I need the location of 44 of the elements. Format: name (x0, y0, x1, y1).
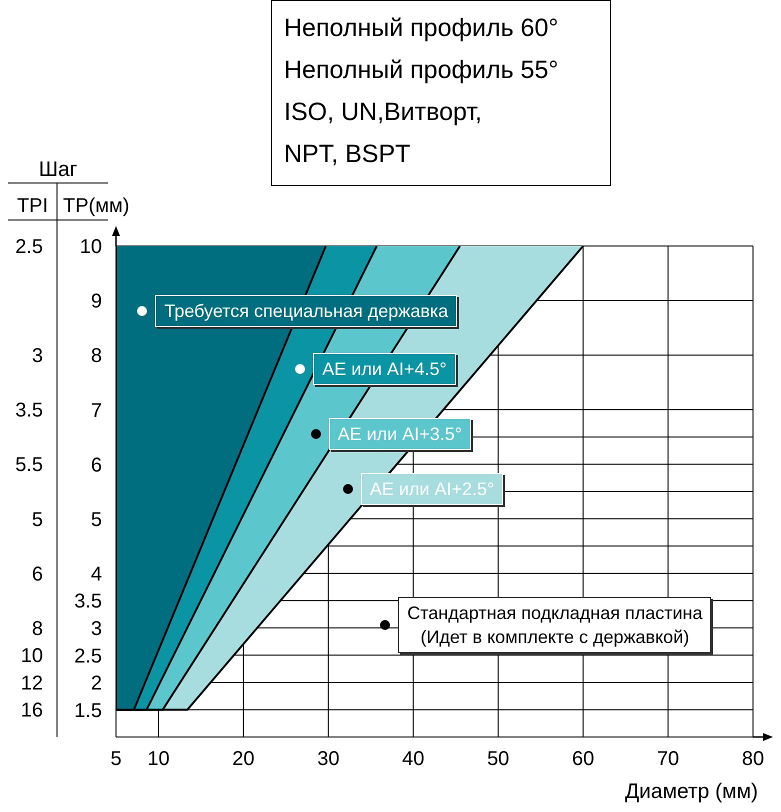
annotation: AE или AI+4.5° (313, 352, 456, 385)
x-tick-label: 80 (742, 748, 764, 770)
chart-title: Шаг (38, 158, 78, 181)
annotation: AE или AI+2.5° (360, 472, 504, 505)
y2-axis-title: TPI (16, 195, 48, 217)
y-axis-title: TP(мм) (63, 195, 130, 217)
category-label: 10 (20, 645, 43, 668)
category-label: 16 (20, 700, 43, 722)
category-label: 8 (32, 618, 43, 640)
y-tick-label: 2.5 (74, 645, 102, 668)
x-tick-label: 30 (317, 748, 340, 770)
x-tick-label: 50 (487, 748, 510, 770)
text: Неполный профиль 60° (284, 13, 560, 44)
category-label: 3.5 (15, 400, 43, 422)
y-tick-label: 5 (90, 508, 102, 531)
y-tick-label: 2 (90, 672, 102, 695)
x-tick-label: 5 (110, 748, 122, 770)
category-label: 2.5 (15, 236, 43, 258)
y-tick-label: 1.5 (74, 700, 102, 722)
y-tick-label: 8 (90, 345, 102, 368)
y-tick-label: 9 (90, 290, 102, 313)
x-axis-title: Диаметр (мм) (624, 780, 758, 803)
y-tick-label: 6 (90, 454, 102, 476)
x-tick-label: 10 (147, 748, 170, 770)
x-tick-label: 40 (402, 748, 424, 770)
text: NPT, BSPT (284, 139, 412, 170)
y-tick-label: 4 (90, 563, 102, 586)
x-tick-label: 20 (232, 748, 255, 770)
y-tick-label: 3 (90, 618, 102, 640)
category-label: 6 (32, 563, 43, 586)
category-label: 5 (32, 508, 43, 531)
annotation: Требуется специальная державка (155, 295, 458, 328)
category-label: 12 (20, 672, 43, 694)
text: Неполный профиль 55° (284, 55, 560, 86)
y-tick-label: 10 (80, 236, 102, 258)
text: ISO, UN,Витворт, (284, 97, 483, 128)
annotation: Стандартная подкладная пластина (Идет в комплекте с державкой) (398, 597, 712, 654)
y-tick-label: 3.5 (74, 590, 102, 613)
x-tick-label: 70 (656, 748, 680, 770)
annotation: AE или AI+3.5° (328, 418, 471, 450)
y-tick-label: 7 (90, 400, 102, 422)
category-label: 3 (32, 345, 43, 368)
category-label: 5.5 (15, 454, 43, 476)
x-tick-label: 60 (572, 748, 594, 770)
